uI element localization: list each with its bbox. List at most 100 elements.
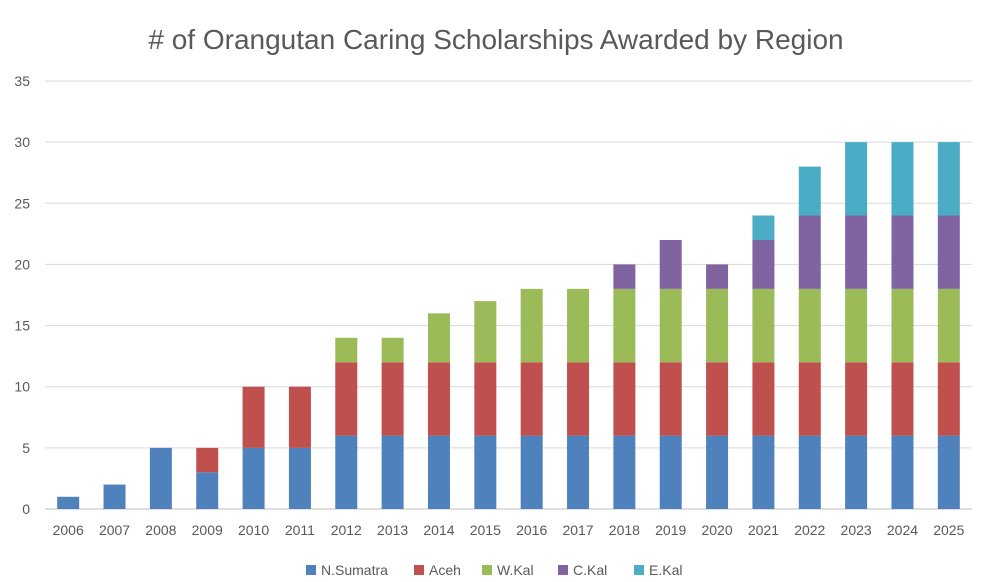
bar-nsumatra-2016: [520, 435, 543, 509]
bar-wkal-2014: [427, 313, 450, 363]
x-tick-label: 2023: [841, 522, 872, 538]
bar-ekal-2022: [798, 166, 821, 216]
legend-swatch: [558, 565, 568, 575]
legend-swatch: [306, 565, 316, 575]
bar-ckal-2018: [613, 264, 636, 289]
bar-nsumatra-2015: [474, 435, 497, 509]
bar-ckal-2023: [845, 215, 868, 289]
bar-aceh-2012: [335, 362, 358, 436]
bar-ekal-2025: [937, 142, 960, 216]
bar-nsumatra-2022: [798, 435, 821, 509]
bar-nsumatra-2011: [288, 447, 311, 509]
x-tick-label: 2007: [99, 522, 130, 538]
bar-ckal-2019: [659, 239, 682, 289]
bar-wkal-2025: [937, 288, 960, 363]
bar-nsumatra-2008: [149, 447, 172, 509]
bar-ekal-2024: [891, 142, 914, 216]
bar-wkal-2012: [335, 337, 358, 363]
y-tick-label: 0: [22, 501, 30, 517]
bar-aceh-2011: [288, 386, 311, 448]
legend-label: E.Kal: [649, 562, 682, 578]
bar-aceh-2023: [845, 362, 868, 436]
x-tick-label: 2006: [53, 522, 84, 538]
x-tick-label: 2024: [887, 522, 918, 538]
x-tick-label: 2015: [470, 522, 501, 538]
bar-nsumatra-2007: [103, 484, 126, 509]
x-tick-label: 2008: [145, 522, 176, 538]
bar-ekal-2021: [752, 215, 775, 240]
legend-label: W.Kal: [497, 562, 534, 578]
legend-label: C.Kal: [573, 562, 607, 578]
bar-ckal-2020: [706, 264, 729, 289]
bar-aceh-2025: [937, 362, 960, 436]
x-tick-label: 2019: [655, 522, 686, 538]
bar-aceh-2013: [381, 362, 404, 436]
bar-nsumatra-2025: [937, 435, 960, 509]
x-tick-label: 2022: [794, 522, 825, 538]
y-tick-label: 10: [14, 379, 30, 395]
bar-nsumatra-2020: [706, 435, 729, 509]
bar-ckal-2022: [798, 215, 821, 289]
bar-nsumatra-2006: [57, 496, 80, 509]
bar-nsumatra-2010: [242, 447, 265, 509]
x-tick-label: 2016: [516, 522, 547, 538]
bar-aceh-2018: [613, 362, 636, 436]
bar-nsumatra-2023: [845, 435, 868, 509]
bar-nsumatra-2013: [381, 435, 404, 509]
bar-wkal-2015: [474, 301, 497, 363]
bar-ckal-2024: [891, 215, 914, 289]
x-tick-label: 2013: [377, 522, 408, 538]
x-tick-label: 2020: [701, 522, 732, 538]
legend-label: Aceh: [429, 562, 461, 578]
bar-aceh-2022: [798, 362, 821, 436]
y-tick-label: 15: [14, 318, 30, 334]
bar-ekal-2023: [845, 142, 868, 216]
bar-nsumatra-2018: [613, 435, 636, 509]
bar-aceh-2010: [242, 386, 265, 448]
x-tick-label: 2014: [423, 522, 454, 538]
x-tick-label: 2010: [238, 522, 269, 538]
bar-wkal-2019: [659, 288, 682, 363]
legend-swatch: [414, 565, 424, 575]
bar-aceh-2019: [659, 362, 682, 436]
bar-aceh-2016: [520, 362, 543, 436]
x-tick-label: 2021: [748, 522, 779, 538]
bar-aceh-2020: [706, 362, 729, 436]
bar-aceh-2014: [427, 362, 450, 436]
legend-label: N.Sumatra: [321, 562, 388, 578]
x-tick-label: 2025: [933, 522, 964, 538]
legend-swatch: [634, 565, 644, 575]
bar-nsumatra-2017: [567, 435, 590, 509]
bar-wkal-2024: [891, 288, 914, 363]
bar-wkal-2023: [845, 288, 868, 363]
y-tick-label: 20: [14, 256, 30, 272]
bar-ckal-2025: [937, 215, 960, 289]
bar-aceh-2009: [196, 447, 219, 473]
bar-wkal-2017: [567, 288, 590, 363]
bar-wkal-2016: [520, 288, 543, 363]
bar-nsumatra-2021: [752, 435, 775, 509]
bar-aceh-2017: [567, 362, 590, 436]
x-tick-label: 2011: [285, 522, 315, 538]
bar-wkal-2021: [752, 288, 775, 363]
x-tick-label: 2009: [192, 522, 223, 538]
bar-nsumatra-2019: [659, 435, 682, 509]
y-tick-label: 30: [14, 134, 30, 150]
x-tick-label: 2012: [331, 522, 362, 538]
y-tick-label: 35: [14, 73, 30, 89]
bar-wkal-2020: [706, 288, 729, 363]
bar-ckal-2021: [752, 239, 775, 289]
bar-nsumatra-2014: [427, 435, 450, 509]
chart-title: # of Orangutan Caring Scholarships Award…: [148, 24, 843, 55]
y-tick-label: 5: [22, 440, 30, 456]
y-tick-label: 25: [14, 195, 30, 211]
bar-aceh-2024: [891, 362, 914, 436]
x-tick-label: 2018: [609, 522, 640, 538]
bar-nsumatra-2024: [891, 435, 914, 509]
legend-swatch: [482, 565, 492, 575]
bar-wkal-2018: [613, 288, 636, 363]
x-tick-label: 2017: [562, 522, 593, 538]
bar-aceh-2015: [474, 362, 497, 436]
